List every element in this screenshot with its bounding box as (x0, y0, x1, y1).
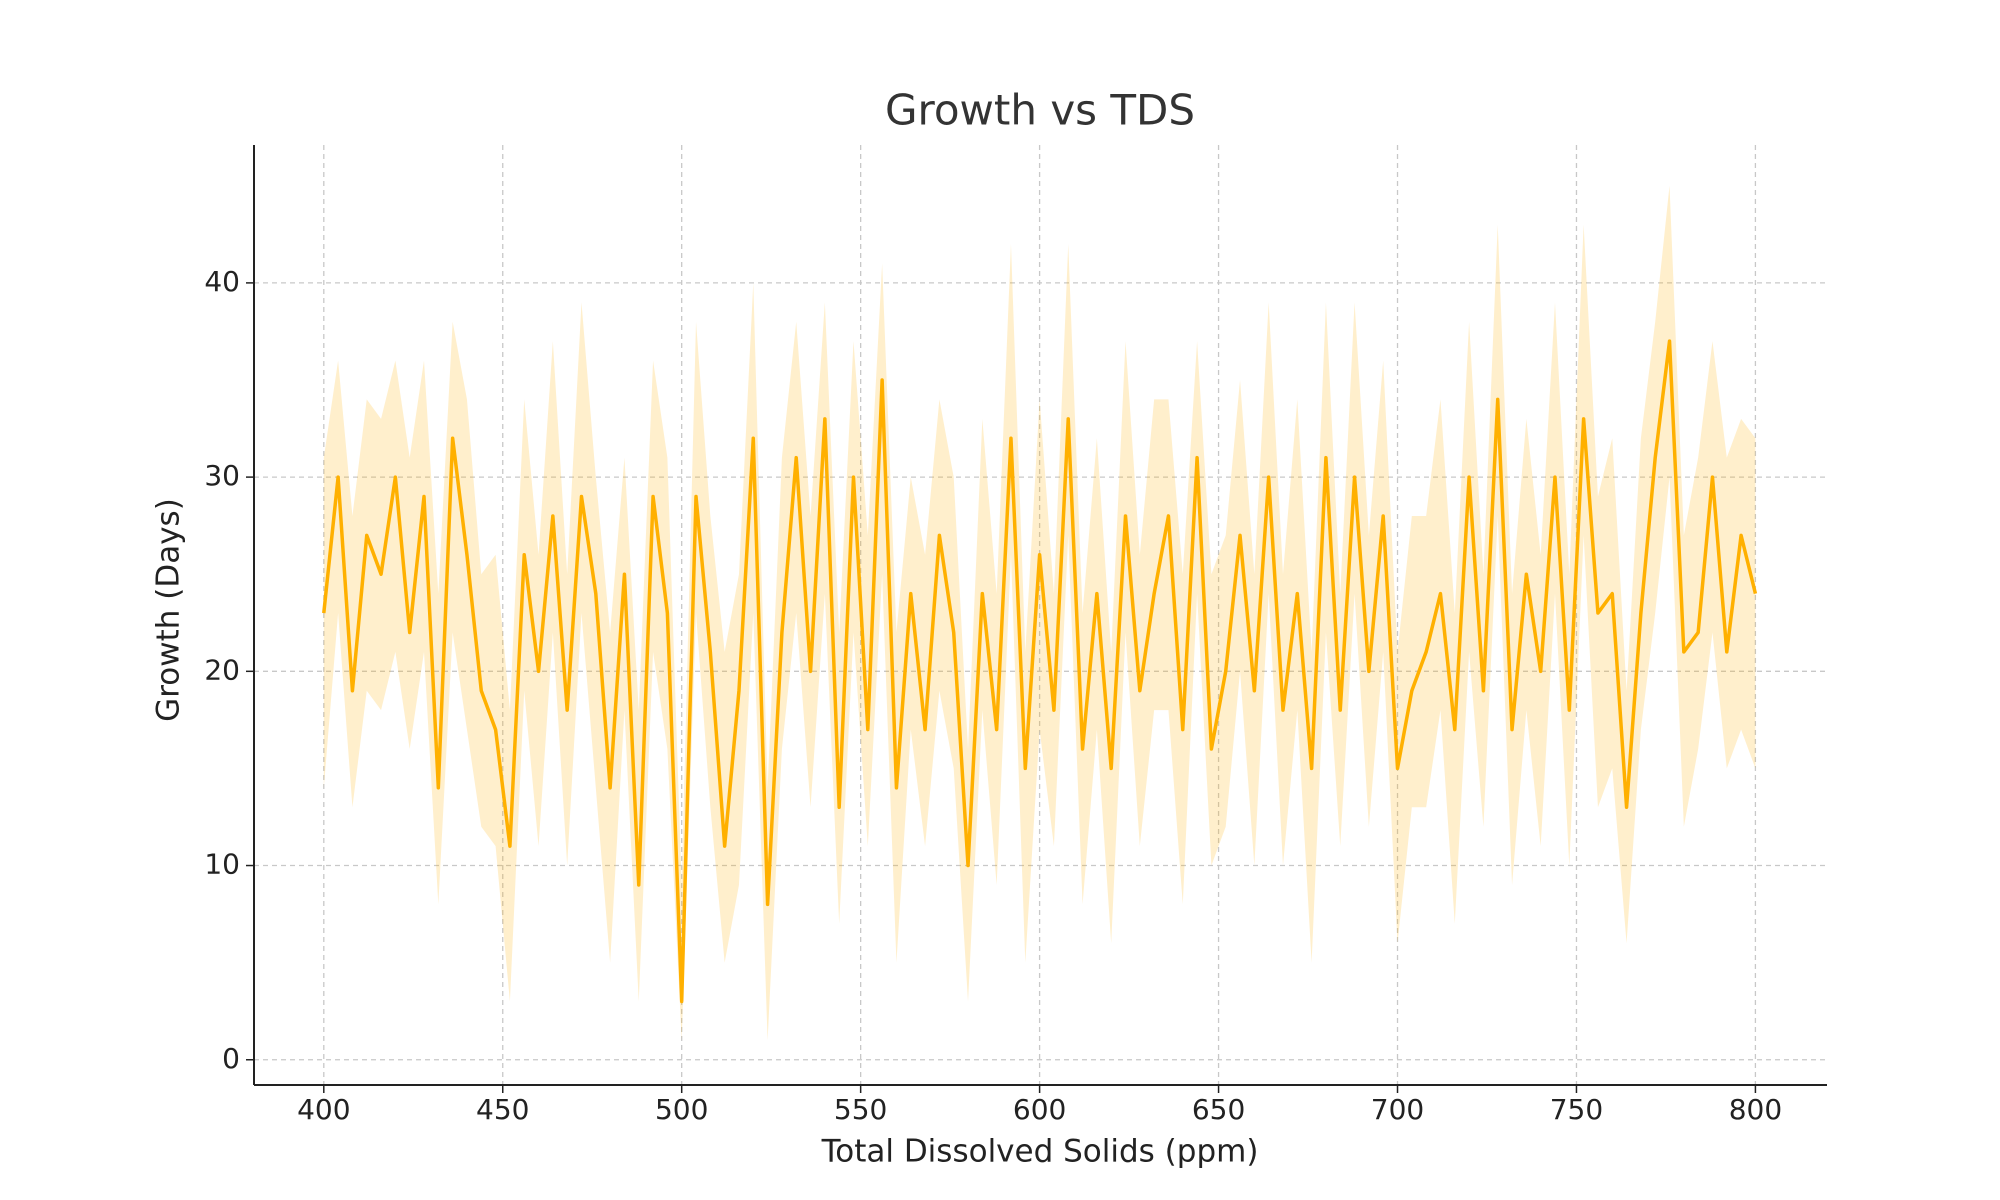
x-tick-label: 800 (1729, 1093, 1782, 1126)
y-tick-label: 30 (204, 459, 240, 492)
confidence-band (323, 185, 1756, 1041)
x-tick-label: 550 (834, 1093, 887, 1126)
x-tick-label: 600 (1013, 1093, 1066, 1126)
x-tick-label: 750 (1550, 1093, 1603, 1126)
x-tick-label: 400 (297, 1093, 350, 1126)
y-tick-label: 0 (222, 1042, 240, 1075)
x-tick-label: 500 (655, 1093, 708, 1126)
y-tick-label: 20 (204, 653, 240, 686)
chart-title: Growth vs TDS (885, 86, 1195, 135)
x-tick-label: 650 (1192, 1093, 1245, 1126)
y-tick-label: 40 (204, 265, 240, 298)
data-line (322, 339, 1758, 1004)
y-tick-label: 10 (204, 848, 240, 881)
x-axis-label: Total Dissolved Solids (ppm) (821, 1134, 1259, 1170)
x-tick-label: 450 (476, 1093, 529, 1126)
y-axis-label: Growth (Days) (151, 498, 187, 722)
x-tick-label: 700 (1371, 1093, 1424, 1126)
